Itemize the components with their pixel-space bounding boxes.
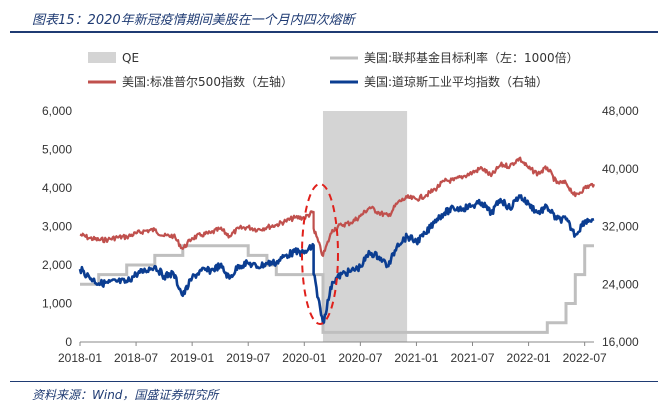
left-axis-tick-label: 6,000 <box>42 104 72 118</box>
legend-swatch-qe <box>88 52 116 63</box>
x-axis-tick-label: 2020-01 <box>282 351 326 365</box>
x-axis-tick-label: 2022-07 <box>563 351 607 365</box>
right-axis-tick-label: 24,000 <box>602 277 639 291</box>
spx-line <box>79 156 596 257</box>
qe-band <box>322 111 408 342</box>
legend-label-qe: QE <box>122 51 139 65</box>
right-axis-tick-label: 48,000 <box>602 104 639 118</box>
source-note: 资料来源：Wind，国盛证券研究所 <box>32 388 219 402</box>
legend-label-fed-rate: 美国:联邦基金目标利率（左：1000倍） <box>364 50 579 65</box>
x-axis-tick-label: 2018-01 <box>58 351 102 365</box>
legend-label-dji: 美国:道琼斯工业平均指数（右轴） <box>364 74 548 89</box>
left-axis-tick-label: 4,000 <box>42 181 72 195</box>
x-axis-tick-label: 2019-07 <box>226 351 270 365</box>
x-axis-tick-label: 2018-07 <box>114 351 158 365</box>
dji-line <box>78 194 595 325</box>
crash-annotation-ellipse <box>300 183 339 325</box>
x-axis-tick-label: 2020-07 <box>338 351 382 365</box>
left-axis-tick-label: 3,000 <box>42 220 72 234</box>
left-axis-tick-label: 0 <box>65 335 72 349</box>
left-axis-tick-label: 2,000 <box>42 258 72 272</box>
left-axis-tick-label: 5,000 <box>42 143 72 157</box>
bottom-rule <box>10 381 658 382</box>
right-axis-tick-label: 40,000 <box>602 162 639 176</box>
x-axis-tick-label: 2021-01 <box>394 351 438 365</box>
right-axis-tick-label: 32,000 <box>602 220 639 234</box>
x-axis-tick-label: 2019-01 <box>170 351 214 365</box>
x-axis-tick-label: 2022-01 <box>507 351 551 365</box>
top-rule <box>10 31 658 33</box>
chart-title: 图表15：2020年新冠疫情期间美股在一个月内四次熔断 <box>32 13 355 28</box>
left-axis-tick-label: 1,000 <box>42 297 72 311</box>
right-axis-tick-label: 16,000 <box>602 335 639 349</box>
x-axis-tick-label: 2021-07 <box>450 351 494 365</box>
legend-label-spx: 美国:标准普尔500指数（左轴） <box>122 74 293 89</box>
